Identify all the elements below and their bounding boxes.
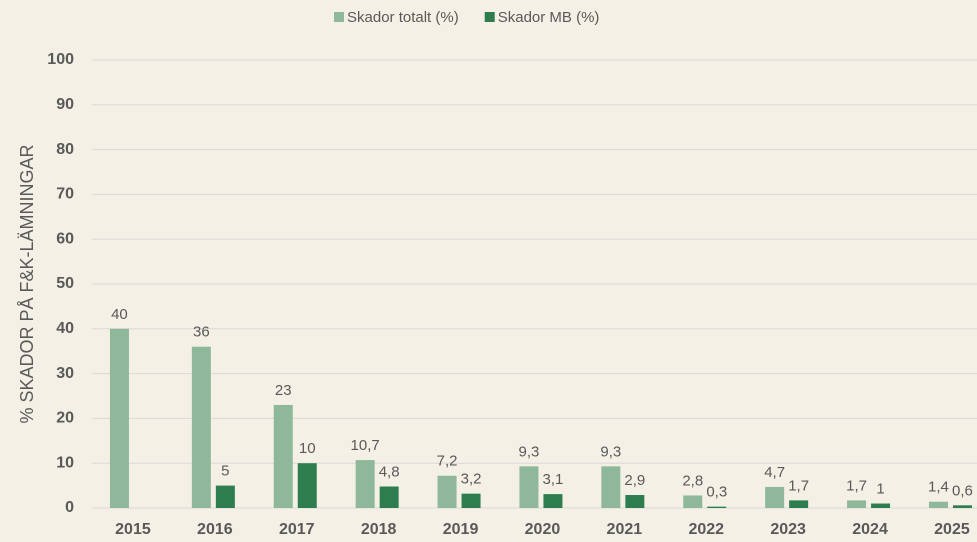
y-tick-label: 60 (56, 230, 74, 247)
bar (215, 485, 235, 508)
data-label: 1,7 (846, 477, 867, 494)
y-tick-label: 10 (56, 454, 74, 471)
data-label: 40 (111, 306, 128, 323)
bar (297, 463, 317, 508)
data-label: 9,3 (519, 443, 540, 460)
x-tick-label: 2017 (279, 521, 315, 538)
data-label: 4,8 (379, 463, 400, 480)
bar (928, 501, 948, 508)
y-tick-label: 90 (56, 96, 74, 113)
data-label: 0,6 (952, 482, 973, 499)
x-tick-label: 2024 (852, 521, 888, 538)
x-tick-label: 2022 (688, 521, 724, 538)
bar (625, 495, 645, 508)
y-tick-label: 0 (65, 499, 74, 516)
bar (601, 466, 621, 508)
bar (355, 460, 375, 508)
bar (847, 500, 867, 508)
bar (109, 328, 129, 508)
y-tick-label: 70 (56, 186, 74, 203)
bar (519, 466, 539, 508)
data-label: 4,7 (764, 464, 785, 481)
x-tick-label: 2020 (525, 521, 561, 538)
bar (379, 486, 399, 508)
y-axis-title: % SKADOR PÅ F&K-LÄMNINGAR (17, 144, 37, 423)
x-tick-label: 2023 (770, 521, 806, 538)
bar (273, 404, 293, 508)
y-tick-label: 40 (56, 320, 74, 337)
x-tick-label: 2019 (443, 521, 479, 538)
bar (707, 506, 727, 508)
x-tick-label: 2015 (115, 521, 151, 538)
y-tick-label: 20 (56, 410, 74, 427)
y-tick-label: 80 (56, 141, 74, 158)
data-label: 23 (275, 382, 292, 399)
x-tick-label: 2021 (607, 521, 643, 538)
bar (461, 493, 481, 508)
data-label: 9,3 (600, 443, 621, 460)
data-label: 1,7 (788, 477, 809, 494)
x-tick-label: 2025 (934, 521, 970, 538)
bar (191, 346, 211, 508)
bar (952, 505, 972, 508)
data-label: 2,9 (624, 472, 645, 489)
data-label: 10,7 (351, 437, 380, 454)
data-label: 5 (221, 463, 229, 480)
data-label: 1 (876, 480, 884, 497)
y-tick-label: 100 (47, 51, 74, 68)
legend-label: Skador totalt (%) (347, 9, 459, 26)
data-label: 0,3 (706, 484, 727, 501)
legend-label: Skador MB (%) (498, 9, 600, 26)
bar (543, 494, 563, 508)
bar (789, 500, 809, 508)
x-tick-label: 2018 (361, 521, 397, 538)
legend-swatch (484, 12, 495, 22)
y-tick-label: 50 (56, 275, 74, 292)
y-tick-label: 30 (56, 365, 74, 382)
legend-swatch (334, 12, 344, 22)
data-label: 10 (299, 440, 316, 457)
data-label: 2,8 (682, 472, 703, 489)
data-label: 1,4 (928, 479, 949, 496)
data-label: 7,2 (437, 453, 458, 470)
bar (437, 475, 457, 508)
data-label: 36 (193, 324, 210, 341)
data-label: 3,1 (543, 471, 564, 488)
x-tick-label: 2016 (197, 521, 233, 538)
bar (683, 495, 703, 508)
data-label: 3,2 (461, 471, 482, 488)
bar (871, 503, 891, 508)
bar (765, 486, 785, 508)
